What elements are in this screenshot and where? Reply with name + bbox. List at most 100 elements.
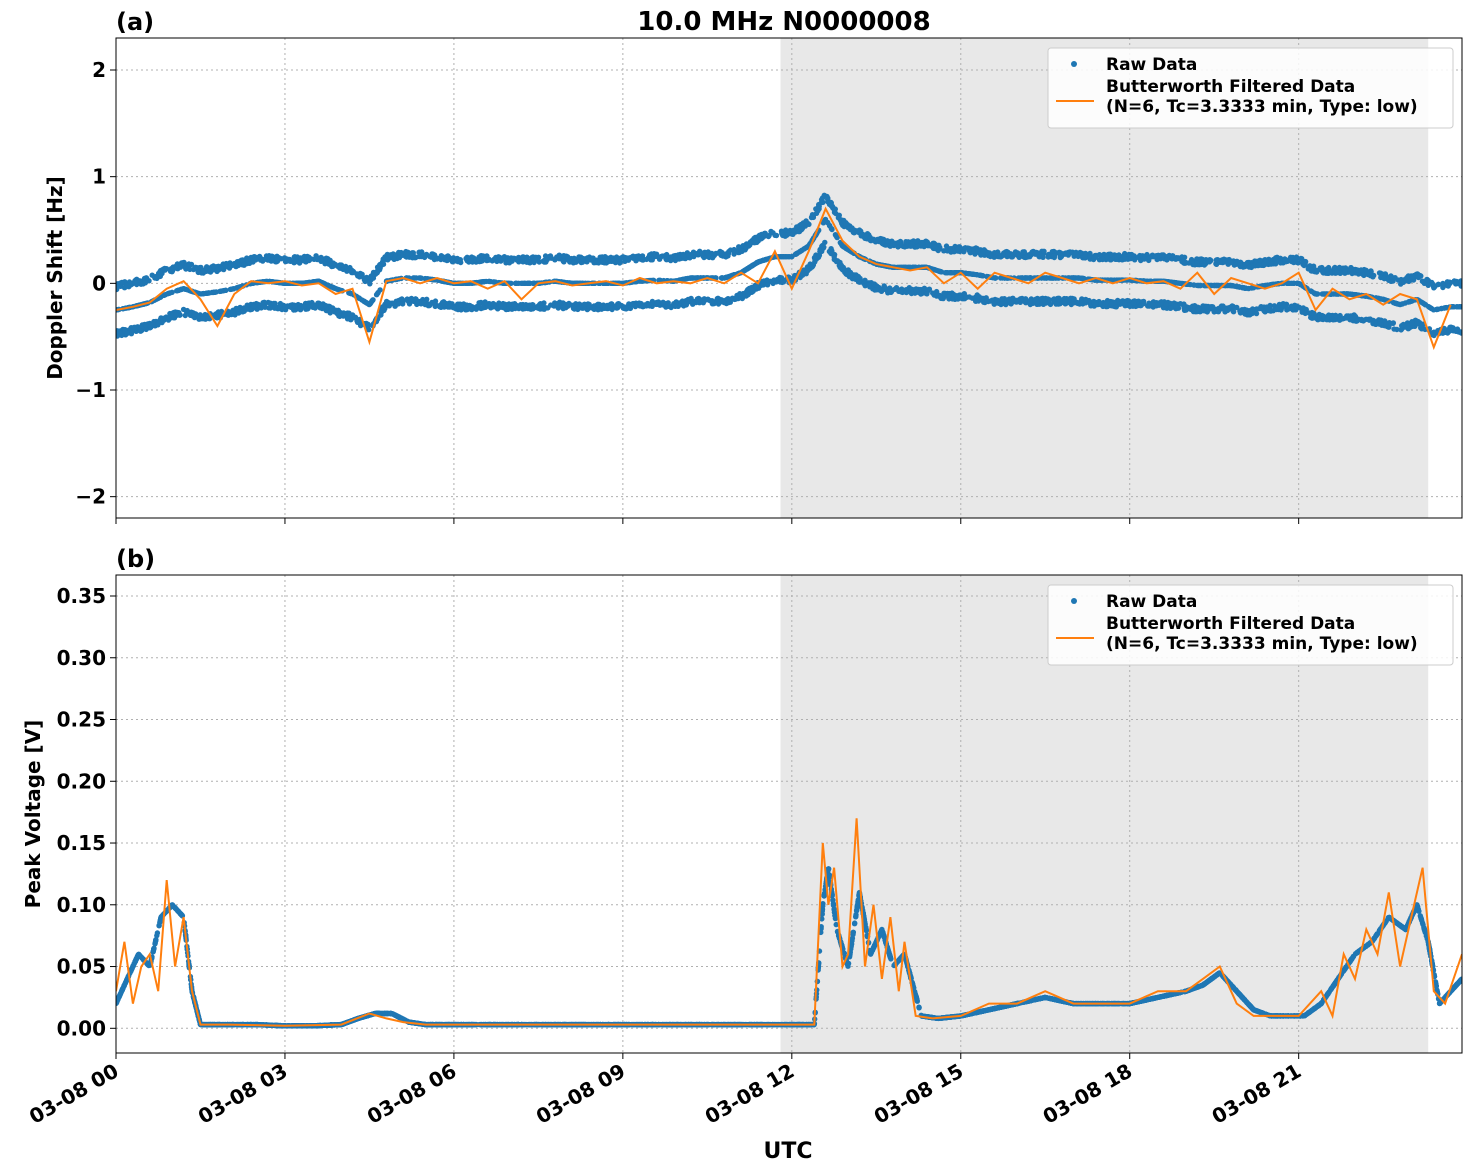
raw-data-point — [292, 307, 298, 313]
raw-data-point — [1230, 283, 1236, 289]
raw-data-point — [498, 303, 504, 309]
raw-data-point — [773, 232, 780, 239]
raw-data-point — [924, 291, 930, 297]
raw-data-point — [1041, 248, 1047, 254]
raw-data-point — [235, 306, 241, 312]
raw-data-point — [282, 304, 288, 310]
raw-data-point — [1406, 299, 1413, 305]
raw-data-point — [346, 290, 353, 296]
raw-data-point — [1440, 283, 1446, 290]
raw-data-point — [306, 254, 312, 260]
raw-data-point — [173, 263, 179, 270]
raw-data-point — [799, 272, 806, 278]
raw-data-point — [955, 246, 961, 252]
raw-data-point — [639, 256, 645, 262]
raw-data-point — [418, 275, 424, 281]
raw-data-point — [750, 288, 756, 294]
raw-data-point — [403, 251, 410, 257]
raw-data-point — [647, 252, 653, 258]
raw-data-point — [754, 259, 760, 266]
raw-data-point — [524, 259, 530, 265]
raw-data-point — [210, 263, 217, 269]
raw-data-point — [1383, 321, 1390, 327]
raw-data-point — [807, 261, 813, 267]
raw-data-point — [761, 231, 767, 238]
raw-data-point — [828, 225, 834, 232]
raw-data-point — [1013, 297, 1019, 304]
raw-data-point — [803, 245, 809, 251]
raw-data-point — [828, 246, 834, 252]
raw-data-point — [586, 301, 592, 308]
raw-data-point — [131, 324, 137, 330]
raw-data-point — [213, 289, 219, 295]
raw-data-point — [663, 256, 669, 262]
raw-data-point — [1394, 300, 1400, 307]
raw-data-point — [731, 247, 737, 254]
raw-data-point — [607, 305, 613, 311]
raw-data-point — [486, 278, 493, 285]
raw-data-point — [338, 262, 345, 268]
raw-data-point — [918, 239, 925, 246]
raw-data-point — [318, 302, 324, 309]
raw-data-point — [387, 252, 394, 258]
raw-data-point — [723, 254, 729, 260]
raw-data-point — [1241, 285, 1247, 291]
raw-data-point — [822, 239, 828, 246]
raw-data-point — [1258, 305, 1265, 311]
raw-data-point — [548, 302, 554, 308]
raw-data-point — [119, 279, 125, 286]
raw-data-point — [777, 274, 783, 281]
raw-data-point — [1047, 297, 1053, 303]
raw-data-point — [718, 275, 725, 281]
raw-data-point — [565, 255, 571, 261]
raw-data-point — [1435, 281, 1442, 288]
raw-data-point — [485, 303, 491, 309]
raw-data-point — [803, 219, 809, 226]
raw-data-point — [1189, 258, 1195, 264]
raw-data-point — [822, 216, 829, 223]
raw-data-point — [995, 250, 1001, 256]
raw-data-point — [1253, 310, 1260, 317]
raw-data-point — [1448, 324, 1454, 330]
raw-data-point — [446, 304, 453, 310]
raw-data-point — [169, 269, 175, 275]
raw-data-point — [267, 305, 274, 311]
raw-data-point — [239, 257, 246, 263]
raw-data-point — [490, 300, 496, 307]
raw-data-point — [557, 299, 563, 305]
raw-data-point — [1039, 253, 1045, 259]
raw-data-point — [1394, 326, 1400, 333]
raw-data-point — [1367, 316, 1374, 322]
raw-data-point — [367, 281, 373, 287]
raw-data-point — [214, 267, 220, 273]
raw-data-point — [1033, 249, 1040, 256]
raw-data-point — [1246, 264, 1252, 270]
raw-data-point — [396, 249, 402, 256]
raw-data-point — [1417, 272, 1423, 279]
raw-data-point — [832, 206, 838, 212]
raw-data-point — [1015, 251, 1022, 258]
raw-data-point — [478, 253, 484, 259]
raw-data-point — [817, 248, 823, 255]
raw-data-point — [458, 307, 464, 313]
raw-data-point — [1122, 300, 1128, 306]
raw-data-point — [616, 303, 622, 309]
raw-data-point — [1453, 327, 1459, 333]
raw-data-point — [723, 274, 729, 281]
raw-data-point — [1140, 300, 1147, 307]
raw-data-point — [797, 248, 803, 254]
raw-data-point — [1299, 309, 1305, 315]
raw-data-point — [768, 228, 774, 235]
raw-data-point — [161, 292, 167, 299]
raw-data-point — [683, 301, 689, 307]
raw-data-point — [1390, 320, 1397, 326]
raw-data-point — [833, 210, 839, 217]
raw-data-point — [973, 298, 979, 304]
raw-data-points — [116, 192, 1462, 339]
raw-data-point — [384, 299, 391, 305]
raw-data-point — [1308, 267, 1315, 273]
raw-data-point — [1172, 280, 1179, 286]
raw-data-point — [374, 270, 380, 276]
raw-data-point — [561, 253, 567, 259]
